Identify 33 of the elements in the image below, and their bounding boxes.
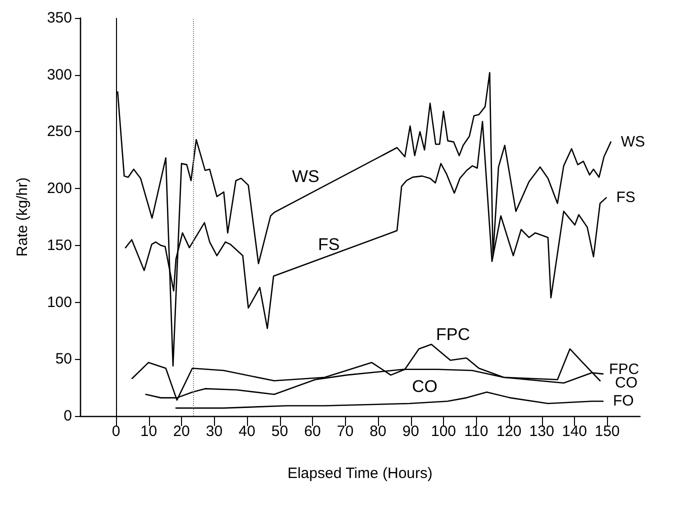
y-axis-title: Rate (kg/hr)	[14, 177, 31, 257]
annotation: CO	[412, 377, 438, 396]
y-tick-label: 200	[46, 180, 72, 198]
series-label: WS	[620, 133, 646, 150]
annotation: FS	[318, 235, 340, 254]
series-label: FS	[616, 189, 636, 206]
x-tick-label: 80	[370, 423, 386, 440]
y-tick-label: 250	[46, 123, 72, 140]
y-tick-label: 0	[64, 408, 72, 424]
y-tick-label: 100	[46, 294, 72, 311]
x-tick-label: 70	[336, 423, 354, 440]
x-tick-label: 40	[238, 423, 256, 440]
series-label: FO	[612, 392, 634, 410]
annotation: WS	[292, 167, 320, 186]
x-tick-label: 30	[206, 423, 223, 440]
x-tick-label: 130	[529, 423, 554, 440]
y-tick-label: 350	[46, 10, 72, 26]
x-tick-label: 150	[594, 423, 620, 440]
y-tick-label: 300	[46, 66, 72, 84]
x-tick-label: 90	[402, 423, 420, 440]
x-axis-title: Elapsed Time (Hours)	[287, 465, 433, 482]
x-tick-label: 50	[271, 423, 288, 440]
y-tick-label: 150	[46, 236, 72, 254]
y-tick-label: 50	[55, 350, 72, 368]
x-tick-label: 140	[562, 423, 588, 440]
x-tick-label: 0	[112, 423, 120, 440]
x-tick-label: 20	[173, 423, 190, 440]
annotation: FPC	[436, 325, 470, 344]
x-tick-label: 10	[140, 423, 158, 440]
x-tick-label: 100	[430, 423, 456, 440]
x-tick-label: 60	[304, 423, 321, 440]
x-tick-label: 120	[496, 423, 522, 440]
x-tick-label: 110	[464, 423, 488, 440]
